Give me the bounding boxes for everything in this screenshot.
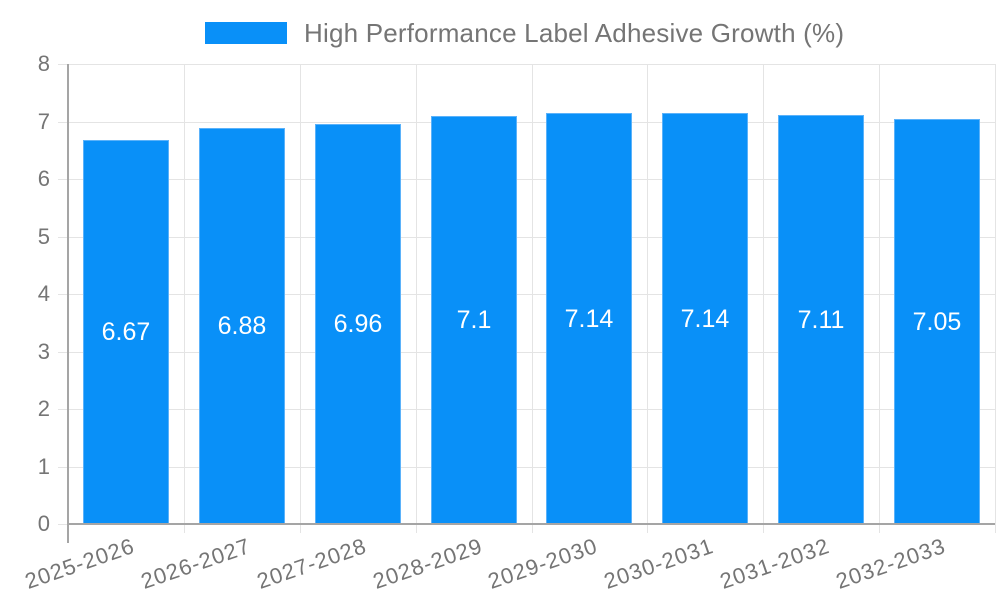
gridline-vertical (532, 64, 533, 533)
y-axis-tick (58, 409, 68, 410)
y-axis-tick-label: 6 (37, 166, 50, 191)
bar-value-label: 7.14 (564, 305, 614, 333)
gridline-vertical (647, 64, 648, 533)
y-axis-tick (58, 467, 68, 468)
bar (546, 113, 632, 524)
bar (431, 116, 517, 524)
y-axis-tick-label: 1 (37, 454, 50, 479)
bar (662, 113, 748, 524)
y-axis-tick-label: 4 (37, 281, 50, 306)
y-axis-line (67, 64, 69, 543)
gridline-horizontal (68, 409, 995, 410)
gridline-horizontal (68, 467, 995, 468)
gridline-vertical (879, 64, 880, 533)
gridline-horizontal (68, 64, 995, 65)
bar-value-label: 7.05 (912, 308, 962, 336)
bar (778, 115, 864, 524)
bar (83, 140, 169, 524)
gridline-vertical (184, 64, 185, 533)
chart-legend: High Performance Label Adhesive Growth (… (205, 18, 844, 48)
y-axis-tick-label: 0 (37, 511, 50, 536)
y-axis-tick-label: 3 (37, 339, 50, 364)
y-axis-tick (58, 524, 68, 525)
bar-value-label: 6.88 (217, 312, 267, 340)
bar-value-label: 6.96 (333, 310, 383, 338)
bar-value-label: 6.67 (101, 318, 151, 346)
gridline-horizontal (68, 122, 995, 123)
y-axis-tick (58, 237, 68, 238)
x-axis-line (67, 523, 995, 525)
gridline-vertical (763, 64, 764, 533)
y-axis-tick-label: 7 (37, 109, 50, 134)
bar (894, 119, 980, 524)
gridline-horizontal (68, 179, 995, 180)
y-axis-tick (58, 122, 68, 123)
y-axis-tick (58, 294, 68, 295)
y-axis-tick-label: 2 (37, 396, 50, 421)
bar-value-label: 7.11 (797, 306, 845, 334)
bar-value-label: 7.14 (680, 305, 730, 333)
gridline-horizontal (68, 352, 995, 353)
y-axis-tick-label: 8 (37, 51, 50, 76)
y-axis-tick (58, 179, 68, 180)
y-axis-tick (58, 64, 68, 65)
legend-swatch (205, 22, 287, 44)
y-axis-tick (58, 352, 68, 353)
bar (199, 128, 285, 524)
bar-value-label: 7.1 (456, 306, 492, 334)
gridline-horizontal (68, 294, 995, 295)
gridline-horizontal (68, 237, 995, 238)
gridline-vertical (416, 64, 417, 533)
gridline-vertical (300, 64, 301, 533)
gridline-vertical (995, 64, 996, 533)
y-axis-tick-label: 5 (37, 224, 50, 249)
legend-label: High Performance Label Adhesive Growth (… (304, 17, 845, 48)
